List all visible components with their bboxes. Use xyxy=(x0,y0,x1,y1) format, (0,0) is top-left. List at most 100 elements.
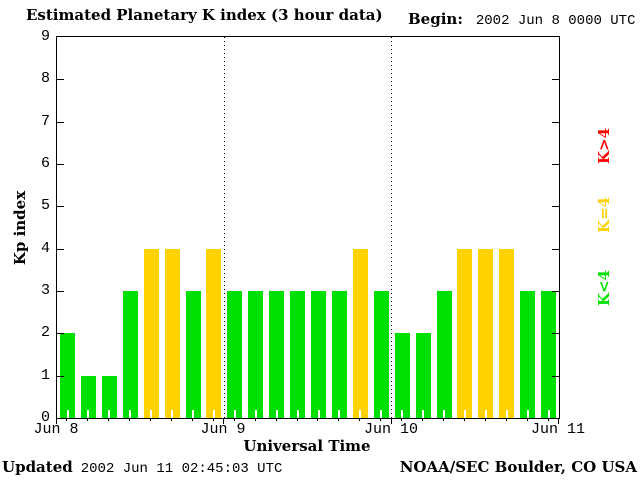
bar-bottom-tick xyxy=(212,410,215,418)
x-day-label: Jun 9 xyxy=(200,421,246,438)
begin-value: 2002 Jun 8 0000 UTC xyxy=(475,13,636,29)
y-tick-label: 5 xyxy=(40,197,50,214)
x-minor-tick xyxy=(108,418,109,421)
y-tick-right xyxy=(552,333,559,335)
kp-bar xyxy=(311,291,326,418)
x-minor-tick xyxy=(66,418,67,421)
y-tick-right xyxy=(552,375,559,377)
x-minor-tick xyxy=(129,418,130,421)
kp-bar xyxy=(143,248,159,418)
day-boundary-gridline xyxy=(223,37,225,418)
x-minor-tick xyxy=(234,418,235,421)
y-tick-left xyxy=(57,164,64,165)
kp-bar xyxy=(520,291,536,418)
x-minor-tick xyxy=(297,418,298,421)
y-tick-right xyxy=(552,291,559,292)
x-minor-tick xyxy=(338,418,339,421)
x-minor-tick xyxy=(87,418,88,421)
x-day-label: Jun 10 xyxy=(363,421,418,438)
x-major-tick xyxy=(558,418,559,424)
x-minor-tick xyxy=(527,418,528,421)
kp-bar xyxy=(227,291,243,418)
chart-title: Estimated Planetary K index (3 hour data… xyxy=(26,6,383,24)
legend-item: K=4 xyxy=(595,196,613,234)
kp-bar xyxy=(436,291,452,418)
kp-bar xyxy=(80,375,96,418)
y-tick-label: 9 xyxy=(40,28,50,45)
bar-bottom-tick xyxy=(463,410,466,418)
bar-bottom-tick xyxy=(87,410,90,418)
y-tick-right xyxy=(552,79,559,81)
kp-bar xyxy=(122,291,138,418)
y-tick-right xyxy=(552,164,559,165)
y-tick-left xyxy=(57,375,64,377)
x-minor-tick xyxy=(464,418,465,421)
x-minor-tick xyxy=(548,418,549,421)
kp-bar xyxy=(541,291,557,418)
x-minor-tick xyxy=(276,418,277,421)
credit-text: NOAA/SEC Boulder, CO USA xyxy=(399,458,637,476)
y-tick-left xyxy=(57,248,64,250)
y-tick-label: 1 xyxy=(40,367,50,384)
y-tick-right xyxy=(552,121,559,123)
kp-bar xyxy=(499,248,515,418)
x-minor-tick xyxy=(255,418,256,421)
y-tick-label: 6 xyxy=(40,155,50,172)
kp-bar xyxy=(101,375,117,418)
kp-bar xyxy=(373,291,389,418)
bar-bottom-tick xyxy=(526,410,529,418)
x-major-tick xyxy=(391,418,392,424)
y-tick-left xyxy=(57,206,64,208)
y-tick-right xyxy=(552,206,559,208)
kp-bar xyxy=(415,333,431,418)
x-minor-tick xyxy=(506,418,507,421)
kp-bar xyxy=(185,291,201,418)
x-minor-tick xyxy=(401,418,402,421)
day-boundary-gridline xyxy=(391,37,393,418)
kp-bar xyxy=(478,248,494,418)
bar-bottom-tick xyxy=(505,410,508,418)
kp-bar xyxy=(394,333,410,418)
bar-bottom-tick xyxy=(380,410,383,418)
legend-item: K<4 xyxy=(595,269,613,307)
y-tick-left xyxy=(57,291,64,292)
plot-area xyxy=(56,36,560,419)
bar-bottom-tick xyxy=(150,410,153,418)
bar-bottom-tick xyxy=(443,410,445,418)
y-tick-left xyxy=(57,333,64,335)
y-tick-label: 3 xyxy=(40,282,50,299)
x-minor-tick xyxy=(171,418,172,421)
bar-bottom-tick xyxy=(233,410,236,418)
kp-bar xyxy=(269,291,285,418)
x-minor-tick xyxy=(213,418,214,421)
x-minor-tick xyxy=(192,418,193,421)
kp-bar xyxy=(352,248,368,418)
bar-bottom-tick xyxy=(401,410,404,418)
bar-bottom-tick xyxy=(547,410,550,418)
x-minor-tick xyxy=(380,418,381,421)
x-minor-tick xyxy=(150,418,151,421)
x-minor-tick xyxy=(485,418,486,421)
updated-line: Updated 2002 Jun 11 02:45:03 UTC xyxy=(2,458,282,477)
kp-bar xyxy=(248,291,264,418)
bar-bottom-tick xyxy=(338,410,341,418)
y-tick-left xyxy=(57,79,64,81)
x-major-tick xyxy=(56,418,57,424)
y-tick-label: 2 xyxy=(40,324,50,341)
bar-bottom-tick xyxy=(422,410,425,418)
bar-bottom-tick xyxy=(108,410,111,418)
kp-bar xyxy=(331,291,347,418)
y-tick-label: 8 xyxy=(40,70,50,87)
bar-bottom-tick xyxy=(192,410,194,418)
bar-bottom-tick xyxy=(359,410,362,418)
x-axis-title: Universal Time xyxy=(243,437,371,455)
y-tick-label: 4 xyxy=(40,240,50,257)
x-minor-tick xyxy=(359,418,360,421)
kp-bar xyxy=(290,291,306,418)
bar-bottom-tick xyxy=(66,410,69,418)
begin-label: Begin: xyxy=(408,10,463,28)
x-day-label: Jun 11 xyxy=(530,421,585,438)
begin-line: Begin: 2002 Jun 8 0000 UTC xyxy=(408,10,636,29)
bar-bottom-tick xyxy=(296,410,299,418)
